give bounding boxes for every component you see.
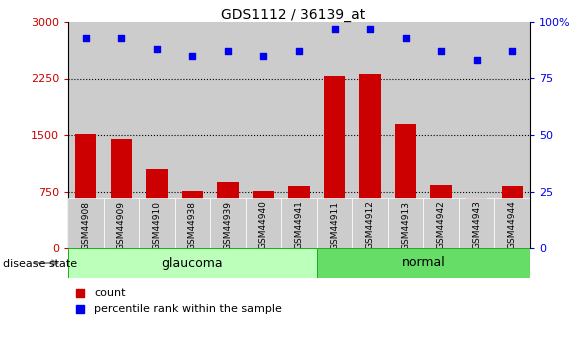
Text: GSM44943: GSM44943 (472, 200, 481, 249)
Point (81, 35, 90, 41)
Bar (281, 22, 317, 248)
Bar (104, 198, 139, 248)
Bar (324, 76, 345, 248)
Point (223, 49, 233, 54)
Bar (253, 191, 274, 248)
Text: GDS1112 / 36139_at: GDS1112 / 36139_at (221, 8, 365, 22)
Bar (495, 22, 530, 248)
Text: count: count (94, 288, 126, 298)
Bar (68, 248, 317, 278)
Bar (352, 22, 388, 248)
Bar (217, 183, 239, 248)
Point (75, 290, 84, 296)
Bar (466, 198, 488, 248)
Bar (317, 198, 352, 248)
Bar (146, 169, 168, 248)
Point (507, 49, 517, 54)
Bar (139, 22, 175, 248)
Point (152, 46, 162, 52)
Bar (431, 185, 452, 248)
Point (401, 35, 410, 41)
Bar (359, 74, 381, 248)
Bar (68, 198, 104, 248)
Point (188, 53, 197, 59)
Text: normal: normal (401, 256, 445, 269)
Text: GSM44908: GSM44908 (81, 200, 90, 249)
Bar (459, 198, 495, 248)
Text: glaucoma: glaucoma (162, 256, 223, 269)
Bar (388, 22, 423, 248)
Point (294, 49, 304, 54)
Point (366, 26, 375, 31)
Point (117, 35, 126, 41)
Text: GSM44913: GSM44913 (401, 200, 410, 249)
Text: GSM44940: GSM44940 (259, 200, 268, 249)
Bar (175, 198, 210, 248)
Text: GSM44912: GSM44912 (366, 200, 374, 249)
Bar (210, 198, 246, 248)
Text: GSM44938: GSM44938 (188, 200, 197, 249)
Bar (246, 198, 281, 248)
Text: disease state: disease state (3, 259, 77, 269)
Bar (75, 134, 97, 248)
Bar (288, 186, 309, 248)
Text: GSM44909: GSM44909 (117, 200, 126, 249)
Bar (502, 186, 523, 248)
Bar (68, 22, 104, 248)
Bar (388, 198, 423, 248)
Text: GSM44942: GSM44942 (437, 200, 446, 249)
Point (437, 49, 446, 54)
Bar (352, 198, 388, 248)
Bar (139, 198, 175, 248)
Bar (210, 22, 246, 248)
Bar (317, 248, 530, 278)
Text: GSM44910: GSM44910 (152, 200, 161, 249)
Bar (111, 139, 132, 248)
Bar (423, 198, 459, 248)
Point (472, 58, 481, 63)
Bar (182, 191, 203, 248)
Bar (423, 22, 459, 248)
Point (75, 306, 84, 312)
Bar (495, 198, 530, 248)
Bar (175, 22, 210, 248)
Text: GSM44941: GSM44941 (295, 200, 304, 249)
Bar (104, 22, 139, 248)
Point (330, 26, 339, 31)
Bar (281, 198, 317, 248)
Text: percentile rank within the sample: percentile rank within the sample (94, 304, 282, 314)
Text: GSM44911: GSM44911 (330, 200, 339, 249)
Text: GSM44944: GSM44944 (507, 200, 517, 249)
Bar (246, 22, 281, 248)
Bar (395, 125, 416, 248)
Bar (317, 22, 352, 248)
Bar (459, 22, 495, 248)
Point (259, 53, 268, 59)
Text: GSM44939: GSM44939 (223, 200, 233, 249)
